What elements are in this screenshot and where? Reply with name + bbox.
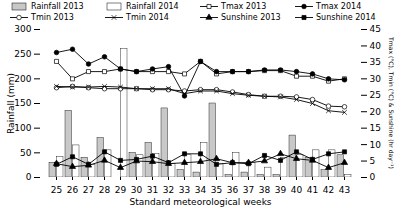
svg-text:26: 26: [67, 185, 79, 195]
html-text:Tmax 2013: Tmax 2013: [221, 2, 267, 11]
svg-text:20: 20: [370, 107, 382, 117]
svg-text:32: 32: [163, 185, 174, 195]
svg-text:Rainfall (mm): Rainfall (mm): [6, 73, 16, 134]
svg-text:29: 29: [115, 185, 127, 195]
svg-text:40: 40: [291, 185, 303, 195]
svg-text:5: 5: [370, 156, 376, 166]
html-text:Tmax 2014: Tmax 2014: [316, 2, 362, 11]
svg-text:45: 45: [370, 24, 381, 34]
svg-text:100: 100: [14, 123, 31, 133]
svg-text:Tmax (°C), Tmin (°C) & Sunshin: Tmax (°C), Tmin (°C) & Sunshine (hr day⁻…: [387, 36, 395, 169]
svg-text:42: 42: [323, 185, 334, 195]
html-text:Sunshine 2013: Sunshine 2013: [221, 13, 281, 22]
svg-text:33: 33: [179, 185, 190, 195]
html-text:Tmin 2014: Tmin 2014: [126, 13, 169, 22]
svg-text:41: 41: [307, 185, 318, 195]
html-text:Rainfall 2013: Rainfall 2013: [31, 2, 84, 11]
svg-text:0: 0: [26, 172, 32, 182]
svg-text:34: 34: [195, 185, 207, 195]
svg-text:27: 27: [83, 185, 94, 195]
svg-text:10: 10: [370, 139, 382, 149]
svg-text:25: 25: [51, 185, 62, 195]
svg-text:35: 35: [370, 57, 381, 67]
svg-text:25: 25: [370, 90, 381, 100]
svg-text:0: 0: [370, 172, 376, 182]
svg-text:30: 30: [370, 74, 382, 84]
svg-text:300: 300: [14, 24, 31, 34]
svg-text:40: 40: [370, 41, 382, 51]
svg-text:200: 200: [14, 74, 31, 84]
svg-text:31: 31: [147, 185, 158, 195]
svg-text:37: 37: [243, 185, 254, 195]
svg-text:15: 15: [370, 123, 381, 133]
html-text:Sunshine 2014: Sunshine 2014: [316, 13, 376, 22]
svg-text:50: 50: [20, 148, 32, 158]
svg-text:28: 28: [99, 185, 111, 195]
html-text:Rainfall 2014: Rainfall 2014: [126, 2, 179, 11]
svg-text:250: 250: [14, 49, 31, 59]
svg-text:38: 38: [259, 185, 271, 195]
svg-text:150: 150: [14, 98, 31, 108]
svg-text:39: 39: [275, 185, 287, 195]
svg-text:35: 35: [211, 185, 222, 195]
svg-text:30: 30: [131, 185, 143, 195]
svg-text:36: 36: [227, 185, 239, 195]
svg-text:43: 43: [339, 185, 350, 195]
svg-text:Standard meteorological weeks: Standard meteorological weeks: [129, 197, 271, 207]
html-text:Tmin 2013: Tmin 2013: [31, 13, 74, 22]
